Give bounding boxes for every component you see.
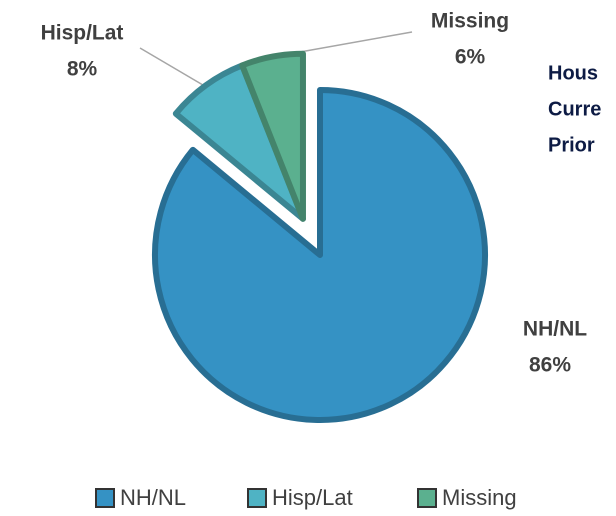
legend-swatch [247, 488, 267, 508]
annotation: Hous [548, 62, 598, 84]
annotation: Curre [548, 98, 601, 120]
data-label-value: 6% [455, 46, 486, 69]
data-label-value: 86% [529, 354, 571, 377]
legend-swatch [417, 488, 437, 508]
pie-slice [152, 87, 488, 423]
legend-label: NH/NL [120, 485, 186, 510]
data-label-name: Hisp/Lat [41, 22, 124, 45]
legend-label: Missing [442, 485, 517, 510]
data-label-value: 8% [67, 58, 98, 81]
annotation: Prior [548, 134, 595, 156]
legend-label: Hisp/Lat [272, 485, 353, 510]
legend-swatch [95, 488, 115, 508]
data-label-name: NH/NL [523, 318, 587, 341]
pie-slice [239, 50, 306, 222]
data-label-name: Missing [431, 10, 509, 33]
leader-line [139, 47, 209, 89]
